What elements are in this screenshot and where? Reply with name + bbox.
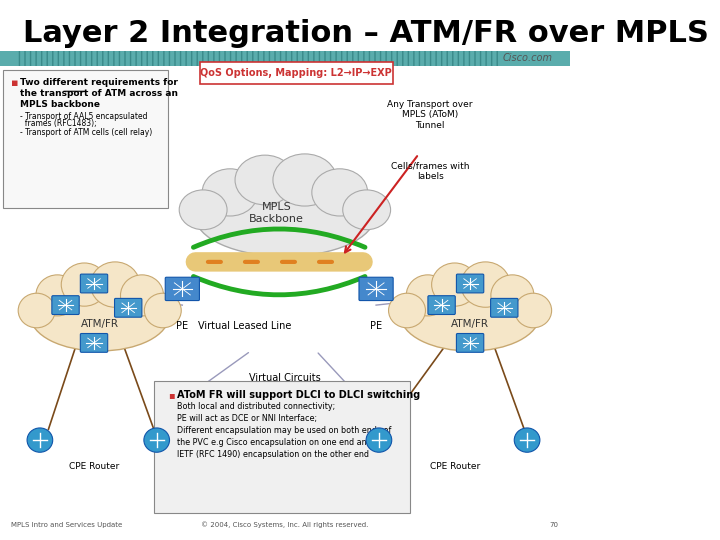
Text: PE: PE [370,321,382,332]
FancyBboxPatch shape [359,277,393,301]
Ellipse shape [431,263,478,306]
FancyBboxPatch shape [3,70,168,208]
Text: CPE Router: CPE Router [69,462,119,471]
Text: Two different requirements for: Two different requirements for [20,78,178,87]
Text: IETF (RFC 1490) encapsulation on the other end: IETF (RFC 1490) encapsulation on the oth… [176,450,369,459]
Ellipse shape [91,262,140,307]
FancyBboxPatch shape [154,381,410,513]
Text: Any Transport over
MPLS (AToM)
Tunnel: Any Transport over MPLS (AToM) Tunnel [387,100,473,130]
Text: the transport of ATM across an: the transport of ATM across an [20,89,178,98]
Ellipse shape [515,293,552,328]
FancyArrowPatch shape [194,229,365,247]
FancyBboxPatch shape [490,299,518,317]
Ellipse shape [120,275,163,316]
Ellipse shape [406,275,449,316]
Ellipse shape [235,155,295,205]
Ellipse shape [461,262,510,307]
Text: ATM/FR: ATM/FR [81,319,119,329]
Text: PE will act as DCE or NNI Interface;: PE will act as DCE or NNI Interface; [176,414,317,423]
Text: QoS Options, Mapping: L2→IP→EXP: QoS Options, Mapping: L2→IP→EXP [200,68,392,78]
Text: AToM FR will support DLCI to DLCI switching: AToM FR will support DLCI to DLCI switch… [176,390,420,401]
FancyBboxPatch shape [81,274,108,293]
Text: - Transport of ATM cells (cell relay): - Transport of ATM cells (cell relay) [20,128,152,137]
Ellipse shape [30,281,169,351]
Text: Virtual Leased Line: Virtual Leased Line [198,321,292,332]
Ellipse shape [18,293,55,328]
Ellipse shape [273,154,337,206]
FancyBboxPatch shape [166,277,199,301]
Ellipse shape [343,190,391,230]
FancyBboxPatch shape [52,296,79,314]
Ellipse shape [144,293,181,328]
Ellipse shape [36,275,79,316]
Text: © 2004, Cisco Systems, Inc. All rights reserved.: © 2004, Cisco Systems, Inc. All rights r… [201,522,369,528]
FancyBboxPatch shape [81,334,108,352]
Ellipse shape [195,176,374,256]
Circle shape [27,428,53,453]
Ellipse shape [401,281,539,351]
Text: MPLS backbone: MPLS backbone [20,100,100,109]
Text: CPE Router: CPE Router [430,462,480,471]
Text: Cells/frames with
labels: Cells/frames with labels [391,161,469,181]
Text: Both local and distributed connectivity;: Both local and distributed connectivity; [176,402,335,411]
Text: ▪: ▪ [12,78,19,89]
Text: Virtual Circuits: Virtual Circuits [249,373,321,383]
Ellipse shape [491,275,534,316]
Text: Different encapsulation may be used on both ends of: Different encapsulation may be used on b… [176,426,391,435]
Text: MPLS
Backbone: MPLS Backbone [249,202,304,224]
Text: ▪: ▪ [168,390,175,401]
FancyBboxPatch shape [428,296,455,314]
Text: frames (RFC1483);: frames (RFC1483); [20,119,96,129]
Text: ATM/FR: ATM/FR [451,319,489,329]
Ellipse shape [312,169,368,216]
FancyArrowPatch shape [194,276,365,295]
Ellipse shape [389,293,426,328]
Text: the PVC e.g Cisco encapsulation on one end and: the PVC e.g Cisco encapsulation on one e… [176,438,372,447]
FancyBboxPatch shape [456,274,484,293]
Text: PE: PE [176,321,189,332]
FancyBboxPatch shape [456,334,484,352]
Text: Layer 2 Integration – ATM/FR over MPLS: Layer 2 Integration – ATM/FR over MPLS [23,19,708,48]
Circle shape [144,428,169,453]
Ellipse shape [179,190,227,230]
Text: MPLS Intro and Services Update: MPLS Intro and Services Update [12,522,122,528]
Ellipse shape [61,263,107,306]
Circle shape [366,428,392,453]
Circle shape [514,428,540,453]
Text: - Transport of AAL5 encapsulated: - Transport of AAL5 encapsulated [20,112,148,121]
FancyBboxPatch shape [114,299,142,317]
Text: Cisco.com: Cisco.com [503,53,553,63]
FancyBboxPatch shape [200,62,392,84]
Ellipse shape [202,169,258,216]
Text: 70: 70 [549,522,559,528]
Bar [17,51,501,66]
Bar [0,51,570,66]
